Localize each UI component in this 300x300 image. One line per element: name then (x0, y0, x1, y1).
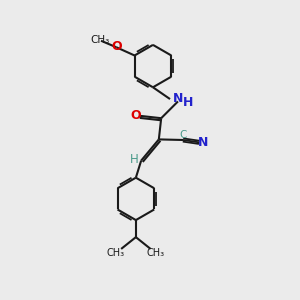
Text: N: N (198, 136, 208, 149)
Text: H: H (129, 153, 138, 166)
Text: CH₃: CH₃ (91, 35, 110, 45)
Text: H: H (183, 96, 194, 109)
Text: C: C (179, 130, 186, 140)
Text: CH₃: CH₃ (107, 248, 125, 258)
Text: O: O (111, 40, 122, 53)
Text: O: O (130, 109, 141, 122)
Text: N: N (173, 92, 183, 105)
Text: CH₃: CH₃ (147, 248, 165, 258)
